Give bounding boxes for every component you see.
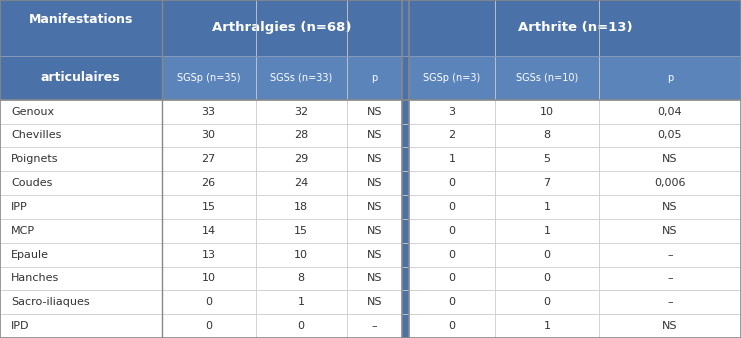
- Text: Arthralgies (n=68): Arthralgies (n=68): [212, 21, 351, 34]
- Text: Sacro-iliaques: Sacro-iliaques: [11, 297, 90, 307]
- Bar: [0, 100, 741, 338]
- Text: 0: 0: [205, 297, 212, 307]
- Text: Epaule: Epaule: [11, 249, 49, 260]
- Text: 1: 1: [448, 154, 456, 164]
- Text: 10: 10: [540, 106, 554, 117]
- Text: 0: 0: [543, 249, 551, 260]
- Text: 0,006: 0,006: [654, 178, 685, 188]
- Text: NS: NS: [367, 249, 382, 260]
- Text: –: –: [667, 297, 673, 307]
- Text: 30: 30: [202, 130, 216, 141]
- Text: 0: 0: [448, 297, 456, 307]
- Text: –: –: [667, 249, 673, 260]
- Text: 28: 28: [294, 130, 308, 141]
- Text: –: –: [371, 321, 377, 331]
- Text: 8: 8: [543, 130, 551, 141]
- Text: 7: 7: [543, 178, 551, 188]
- Text: p: p: [667, 73, 673, 83]
- Text: Hanches: Hanches: [11, 273, 59, 284]
- Text: p: p: [371, 73, 377, 83]
- Bar: [0, 56, 162, 100]
- Text: 33: 33: [202, 106, 216, 117]
- Text: NS: NS: [367, 106, 382, 117]
- Text: 15: 15: [202, 202, 216, 212]
- Text: NS: NS: [367, 273, 382, 284]
- Text: 0: 0: [298, 321, 305, 331]
- Text: NS: NS: [367, 130, 382, 141]
- Text: 0,04: 0,04: [657, 106, 682, 117]
- Text: NS: NS: [367, 297, 382, 307]
- Text: 0: 0: [448, 321, 456, 331]
- Bar: [402, 0, 409, 100]
- Text: 1: 1: [543, 321, 551, 331]
- Text: MCP: MCP: [11, 226, 36, 236]
- Bar: [402, 56, 409, 100]
- Text: 0: 0: [205, 321, 212, 331]
- Bar: [0, 0, 741, 56]
- Text: NS: NS: [367, 154, 382, 164]
- Text: Chevilles: Chevilles: [11, 130, 62, 141]
- Text: NS: NS: [662, 226, 677, 236]
- Text: IPD: IPD: [11, 321, 30, 331]
- Text: 2: 2: [448, 130, 456, 141]
- Text: 0: 0: [448, 249, 456, 260]
- Text: –: –: [667, 273, 673, 284]
- Text: Coudes: Coudes: [11, 178, 53, 188]
- Text: 15: 15: [294, 226, 308, 236]
- Text: NS: NS: [367, 226, 382, 236]
- Text: SGSs (n=33): SGSs (n=33): [270, 73, 333, 83]
- Text: NS: NS: [367, 178, 382, 188]
- Text: 0: 0: [448, 273, 456, 284]
- Text: 18: 18: [294, 202, 308, 212]
- Bar: [409, 56, 741, 100]
- Text: 8: 8: [298, 273, 305, 284]
- Text: 13: 13: [202, 249, 216, 260]
- Text: articulaires: articulaires: [41, 71, 121, 84]
- Text: 0: 0: [543, 273, 551, 284]
- Text: 0: 0: [448, 178, 456, 188]
- Text: NS: NS: [662, 154, 677, 164]
- Text: Poignets: Poignets: [11, 154, 59, 164]
- Text: IPP: IPP: [11, 202, 28, 212]
- Text: 27: 27: [202, 154, 216, 164]
- Text: 1: 1: [543, 226, 551, 236]
- Text: NS: NS: [662, 202, 677, 212]
- Text: NS: NS: [367, 202, 382, 212]
- Text: 14: 14: [202, 226, 216, 236]
- Text: 24: 24: [294, 178, 308, 188]
- Text: 0: 0: [543, 297, 551, 307]
- Bar: [402, 0, 409, 338]
- Text: 10: 10: [294, 249, 308, 260]
- Text: 32: 32: [294, 106, 308, 117]
- Text: SGSp (n=35): SGSp (n=35): [177, 73, 240, 83]
- Text: 0: 0: [448, 226, 456, 236]
- Bar: [162, 56, 402, 100]
- Text: Genoux: Genoux: [11, 106, 54, 117]
- Text: SGSp (n=3): SGSp (n=3): [423, 73, 481, 83]
- Text: 5: 5: [543, 154, 551, 164]
- Text: 1: 1: [543, 202, 551, 212]
- Text: NS: NS: [662, 321, 677, 331]
- Text: 29: 29: [294, 154, 308, 164]
- Text: 1: 1: [298, 297, 305, 307]
- Text: Manifestations: Manifestations: [29, 13, 133, 26]
- Text: 3: 3: [448, 106, 456, 117]
- Text: Arthrite (n=13): Arthrite (n=13): [518, 21, 632, 34]
- Text: 10: 10: [202, 273, 216, 284]
- Text: SGSs (n=10): SGSs (n=10): [516, 73, 578, 83]
- Text: 0: 0: [448, 202, 456, 212]
- Text: 26: 26: [202, 178, 216, 188]
- Text: 0,05: 0,05: [657, 130, 682, 141]
